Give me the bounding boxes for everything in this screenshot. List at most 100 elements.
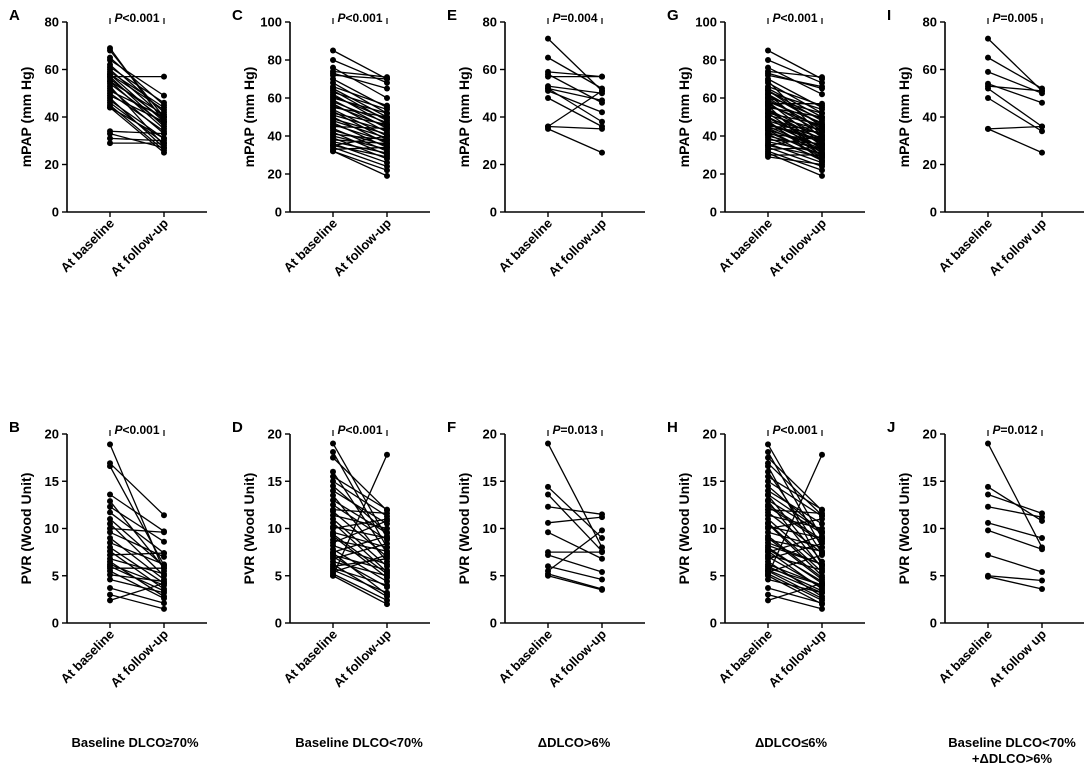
pair-line-c-41 (332, 146, 388, 168)
point-baseline-d-4 (330, 473, 336, 480)
point-followup-b-16 (161, 570, 167, 577)
p-value-symbol-d: P (337, 423, 346, 437)
point-followup-f-5 (599, 555, 605, 562)
significance-bracket-i (987, 18, 1043, 24)
point-followup-j-4 (1039, 534, 1045, 541)
pair-line-d-37 (332, 552, 388, 596)
y-tick-label-h-20: 20 (703, 427, 717, 442)
point-followup-e-10 (599, 125, 605, 132)
pair-line-c-11 (332, 91, 388, 111)
point-followup-f-4 (599, 514, 605, 521)
x-category-label-d-1: At follow-up (330, 626, 394, 690)
point-baseline-g-1 (765, 57, 771, 63)
pair-line-d-3 (332, 471, 388, 554)
p-value-text-d: <0.001 (345, 423, 382, 437)
p-value-text-b: <0.001 (122, 423, 159, 437)
pair-line-i-4 (987, 85, 1043, 92)
pair-line-b-7 (109, 518, 165, 567)
point-baseline-b-6 (107, 509, 113, 516)
pair-line-h-11 (767, 495, 823, 562)
pair-line-g-55 (767, 127, 823, 133)
y-axis-title-h: PVR (Wood Unit) (676, 473, 692, 585)
y-axis-title-d: PVR (Wood Unit) (241, 473, 257, 585)
point-baseline-j-4 (985, 519, 991, 526)
y-tick-label-e-40: 40 (483, 110, 497, 125)
pair-line-c-44 (332, 150, 388, 177)
point-baseline-h-6 (765, 473, 771, 480)
y-tick-label-g-100: 100 (695, 15, 717, 30)
p-value-symbol-b: P (114, 423, 123, 437)
pair-line-g-15 (767, 97, 823, 114)
y-tick-label-d-10: 10 (268, 521, 282, 536)
point-baseline-i-8 (985, 125, 991, 132)
y-axis-title-e: mPAP (mm Hg) (456, 67, 472, 168)
point-baseline-h-2 (765, 454, 771, 461)
significance-bracket-e (547, 18, 603, 24)
point-baseline-b-8 (107, 520, 113, 527)
p-value-e: P=0.004 (552, 11, 597, 25)
pair-line-h-45 (767, 454, 823, 576)
p-value-text-f: =0.013 (560, 423, 597, 437)
point-followup-a-28 (161, 144, 167, 151)
panel-letter-g: G (667, 7, 679, 24)
x-category-label-j-0: At baseline (935, 627, 995, 687)
point-baseline-d-9 (330, 497, 336, 504)
pair-line-a-13 (109, 80, 165, 116)
pair-line-d-2 (332, 457, 388, 512)
pair-line-g-56 (767, 101, 823, 145)
pair-line-c-9 (332, 87, 388, 118)
point-followup-a-25 (161, 149, 167, 156)
point-baseline-i-2 (985, 68, 991, 75)
pair-line-b-13 (109, 546, 165, 584)
point-baseline-f-10 (545, 572, 551, 579)
x-category-label-e-0: At baseline (495, 216, 555, 276)
point-followup-h-45 (819, 451, 825, 458)
pair-line-b-11 (109, 537, 165, 581)
pair-line-g-3 (767, 70, 823, 78)
pair-line-g-46 (767, 152, 823, 177)
point-followup-d-27 (384, 540, 390, 547)
point-baseline-b-12 (107, 539, 113, 546)
significance-bracket-g (767, 18, 823, 24)
point-followup-c-5 (384, 76, 390, 82)
point-baseline-a-26 (107, 104, 113, 111)
y-tick-label-d-5: 5 (275, 568, 282, 583)
p-value-text-e: =0.004 (560, 11, 597, 25)
p-value-symbol-g: P (772, 11, 781, 25)
point-followup-h-43 (819, 551, 825, 558)
point-baseline-f-7 (545, 551, 551, 558)
point-followup-a-30 (161, 140, 167, 147)
point-baseline-j-3 (985, 503, 991, 510)
point-followup-b-24 (161, 600, 167, 607)
pair-line-c-29 (332, 125, 388, 130)
pair-line-d-34 (332, 573, 388, 601)
pair-line-a-22 (109, 99, 165, 139)
y-tick-label-d-0: 0 (275, 616, 282, 631)
point-followup-d-11 (384, 510, 390, 517)
point-baseline-h-48 (765, 585, 771, 592)
pair-line-f-4 (547, 516, 603, 524)
point-baseline-i-0 (985, 35, 991, 42)
panel-letter-c: C (232, 7, 243, 24)
pair-line-h-7 (767, 480, 823, 517)
pair-line-e-9 (547, 97, 603, 128)
point-baseline-b-26 (107, 597, 113, 604)
point-baseline-j-8 (985, 573, 991, 580)
pair-line-h-12 (767, 499, 823, 534)
y-tick-label-f-20: 20 (483, 427, 497, 442)
pair-line-h-3 (767, 462, 823, 516)
x-category-label-b-0: At baseline (57, 627, 117, 687)
point-followup-b-23 (161, 589, 167, 596)
pair-line-g-57 (767, 97, 823, 131)
pair-line-g-12 (767, 91, 823, 111)
point-baseline-e-1 (545, 54, 551, 61)
point-followup-g-5 (819, 83, 825, 90)
point-baseline-j-0 (985, 440, 991, 447)
pair-line-c-0 (332, 49, 388, 80)
column-label-5-line-2: +ΔDLCO>6% (971, 751, 1053, 766)
pair-line-h-29 (767, 544, 823, 566)
pair-line-f-8 (547, 565, 603, 581)
pair-line-c-43 (332, 150, 388, 171)
